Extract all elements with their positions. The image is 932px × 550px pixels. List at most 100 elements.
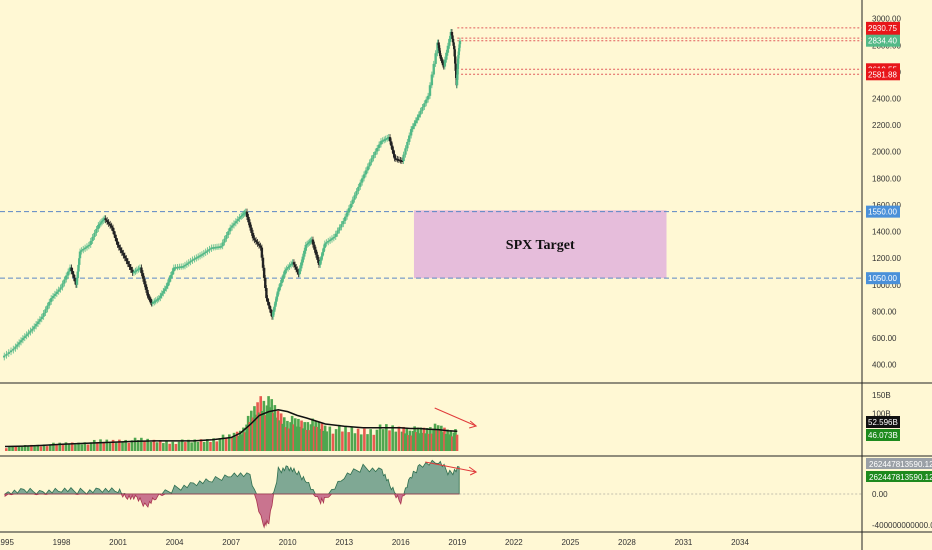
indicator-tag: [866, 458, 932, 469]
volume-bar: [33, 446, 36, 451]
volume-bar: [425, 428, 429, 451]
candle: [338, 227, 341, 231]
volume-bar: [418, 433, 421, 451]
volume-bar: [48, 444, 52, 451]
candle: [382, 139, 386, 142]
volume-bar: [42, 444, 46, 451]
volume-bar: [433, 423, 437, 451]
price-tag: [866, 21, 900, 34]
volume-bar: [231, 437, 234, 451]
volume-bar: [292, 424, 296, 451]
volume-bar: [89, 442, 93, 451]
candle: [340, 224, 343, 228]
candle: [277, 287, 281, 292]
volume-bar: [212, 438, 215, 451]
candle: [134, 270, 137, 273]
volume-bar: [270, 399, 274, 451]
candle: [189, 260, 192, 263]
price-tag-label: 2930.75: [868, 24, 897, 33]
price-tag-label: 1550.00: [868, 208, 897, 217]
candle: [80, 250, 83, 252]
volume-bar: [331, 433, 335, 451]
candle: [77, 264, 80, 272]
volume-bar: [309, 424, 313, 451]
volume-bar: [372, 434, 376, 451]
candle: [265, 288, 268, 299]
candle: [430, 74, 434, 86]
volume-bar: [273, 405, 277, 451]
candle: [210, 247, 213, 250]
indicator-tag-label: 262447813590.12: [869, 460, 932, 469]
candle: [253, 238, 256, 241]
candle: [123, 255, 127, 259]
candle: [200, 254, 204, 256]
candle: [310, 239, 313, 242]
y-tick-label: 2200.00: [872, 121, 901, 130]
price-tag: [866, 34, 900, 47]
candle: [305, 243, 309, 246]
candle: [53, 293, 57, 297]
candle: [268, 305, 271, 310]
volume-bar: [206, 439, 209, 451]
x-tick-label: 2013: [335, 538, 353, 547]
volume-ma-line: [4, 408, 458, 448]
volume-bar: [248, 422, 252, 451]
candle: [353, 195, 356, 200]
candle: [33, 326, 36, 329]
volume-bar: [250, 410, 253, 451]
candle: [316, 254, 319, 260]
volume-bar: [174, 443, 178, 451]
candle: [300, 262, 303, 269]
candle: [55, 291, 59, 294]
candle: [38, 319, 42, 322]
volume-bar: [221, 434, 225, 451]
volume-bar: [17, 445, 21, 451]
volume-bar: [96, 442, 99, 451]
candle: [451, 35, 454, 39]
candle: [171, 271, 174, 275]
candle: [108, 223, 112, 226]
candle: [416, 117, 419, 121]
volume-bar: [391, 425, 394, 451]
volume-bar: [440, 425, 443, 451]
candle: [370, 158, 373, 163]
volume-bar: [224, 438, 228, 451]
indicator-trend-arrow: [425, 461, 477, 473]
y-tick-label: 2400.00: [872, 95, 901, 104]
volume-bar: [14, 446, 18, 451]
volume-bar: [218, 438, 222, 451]
candle: [436, 42, 439, 54]
candle: [274, 301, 277, 307]
candle: [16, 344, 19, 347]
target-zone: [413, 210, 667, 279]
volume-bar: [366, 434, 369, 451]
volume-bar: [337, 424, 341, 451]
candle: [286, 267, 290, 269]
volume-bar: [444, 433, 448, 451]
candle: [271, 311, 275, 317]
candle: [217, 246, 221, 249]
candle: [384, 138, 387, 141]
candle: [17, 342, 21, 345]
volume-bar: [304, 429, 308, 451]
volume-bar: [416, 427, 420, 451]
candle: [236, 219, 239, 222]
volume-trend-arrowhead: [469, 420, 478, 429]
candle: [95, 228, 98, 233]
volume-bar: [114, 442, 118, 451]
price-tag-label: 2581.88: [868, 70, 897, 79]
candle: [254, 240, 258, 242]
volume-bar: [286, 420, 289, 451]
volume-bar: [403, 433, 407, 451]
candle: [174, 267, 177, 269]
candle: [129, 267, 133, 270]
candle: [334, 233, 337, 237]
candle: [323, 243, 327, 248]
candle: [151, 302, 154, 304]
candle: [243, 212, 246, 215]
candle: [428, 85, 432, 96]
volume-bar: [279, 413, 283, 451]
candle: [294, 267, 298, 270]
candle: [7, 352, 10, 354]
volume-bar: [165, 440, 168, 451]
